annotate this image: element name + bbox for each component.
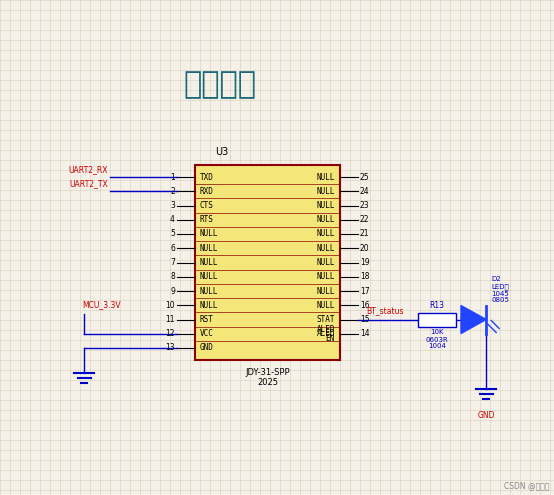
Text: NULL: NULL — [316, 230, 335, 239]
Text: CSDN @化作尘: CSDN @化作尘 — [504, 481, 549, 490]
Bar — [418, 312, 456, 327]
Text: ALED: ALED — [316, 325, 335, 334]
Text: GND: GND — [200, 344, 214, 352]
Text: NULL: NULL — [316, 187, 335, 196]
Text: NULL: NULL — [316, 287, 335, 296]
Text: 12: 12 — [166, 329, 175, 338]
Text: NULL: NULL — [316, 301, 335, 310]
Text: 20: 20 — [360, 244, 370, 253]
Text: 1: 1 — [170, 172, 175, 182]
Text: NULL: NULL — [316, 201, 335, 210]
Text: GND: GND — [478, 410, 495, 419]
Text: 19: 19 — [360, 258, 370, 267]
Text: MCU_3.3V: MCU_3.3V — [82, 300, 121, 309]
Text: 15: 15 — [360, 315, 370, 324]
Text: 17: 17 — [360, 287, 370, 296]
Text: 25: 25 — [360, 172, 370, 182]
Text: UART2_TX: UART2_TX — [69, 179, 108, 188]
Text: NULL: NULL — [316, 244, 335, 253]
Text: 16: 16 — [360, 301, 370, 310]
Text: NULL: NULL — [316, 258, 335, 267]
Text: NULL: NULL — [200, 230, 218, 239]
Text: 蓝牙模块: 蓝牙模块 — [183, 70, 257, 99]
Text: CTS: CTS — [200, 201, 214, 210]
Text: NULL: NULL — [316, 215, 335, 224]
Text: 8: 8 — [170, 272, 175, 281]
Text: RST: RST — [200, 315, 214, 324]
Text: TXD: TXD — [200, 172, 214, 182]
Text: NULL: NULL — [316, 272, 335, 281]
Text: 10: 10 — [166, 301, 175, 310]
Text: BT_status: BT_status — [366, 306, 403, 315]
Text: 9: 9 — [170, 287, 175, 296]
Text: 5: 5 — [170, 230, 175, 239]
Text: 11: 11 — [166, 315, 175, 324]
Text: NULL: NULL — [316, 172, 335, 182]
Text: ALED: ALED — [316, 329, 335, 338]
Text: 3: 3 — [170, 201, 175, 210]
Text: NULL: NULL — [200, 272, 218, 281]
Text: VCC: VCC — [200, 329, 214, 338]
Text: U3: U3 — [215, 147, 228, 157]
Text: 7: 7 — [170, 258, 175, 267]
Text: NULL: NULL — [200, 301, 218, 310]
Text: 4: 4 — [170, 215, 175, 224]
Text: JDY-31-SPP
2025: JDY-31-SPP 2025 — [245, 368, 290, 388]
Text: RTS: RTS — [200, 215, 214, 224]
Text: D2
LED蓝
1045
0805: D2 LED蓝 1045 0805 — [491, 276, 509, 303]
Text: R13: R13 — [429, 300, 444, 309]
Text: EN: EN — [326, 334, 335, 343]
Text: 23: 23 — [360, 201, 370, 210]
Text: NULL: NULL — [200, 258, 218, 267]
Text: 10K
0603R
1004: 10K 0603R 1004 — [425, 330, 448, 349]
Bar — [195, 165, 340, 360]
Text: UART2_RX: UART2_RX — [69, 165, 108, 174]
Text: 24: 24 — [360, 187, 370, 196]
Text: 2: 2 — [170, 187, 175, 196]
Text: NULL: NULL — [200, 287, 218, 296]
Text: 13: 13 — [166, 344, 175, 352]
Text: 21: 21 — [360, 230, 370, 239]
Text: STAT: STAT — [316, 315, 335, 324]
Text: 14: 14 — [360, 329, 370, 338]
Text: 6: 6 — [170, 244, 175, 253]
Polygon shape — [461, 305, 486, 334]
Text: RXD: RXD — [200, 187, 214, 196]
Text: NULL: NULL — [200, 244, 218, 253]
Text: 18: 18 — [360, 272, 370, 281]
Text: 22: 22 — [360, 215, 370, 224]
